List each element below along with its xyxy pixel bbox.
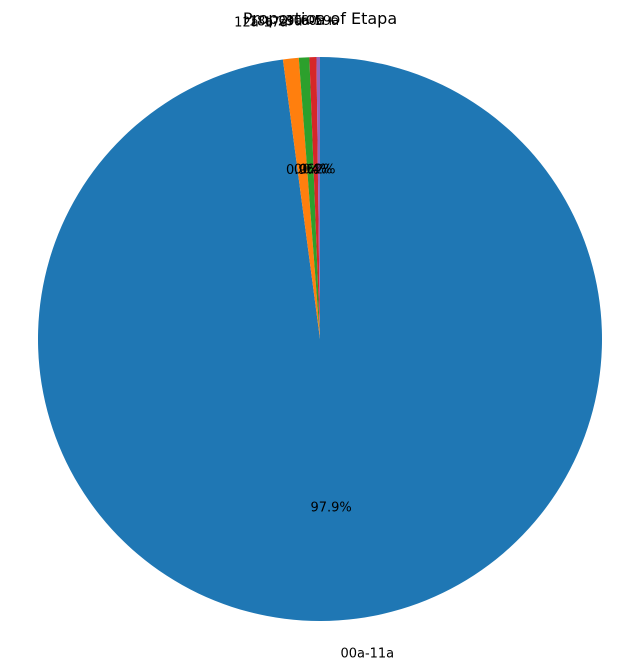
- category-label-18a-29a: 18a-29a: [249, 14, 303, 29]
- percent-label-60a: 0.2%: [302, 162, 335, 177]
- pie-slice-12a-17a: [282, 57, 320, 340]
- percent-label-30a-59a: 0.4%: [299, 162, 332, 177]
- pie-slice-18a-29a: [298, 57, 320, 339]
- pie-slice-00a-11a: [38, 57, 603, 622]
- category-label-12a-17a: 12a-17a: [234, 15, 288, 30]
- category-label-30a-59a: 30a-59a: [285, 14, 339, 29]
- chart-title: Proportion of Etapa: [243, 9, 397, 28]
- category-label-00a-11a: 00a-11a: [340, 646, 394, 661]
- category-label-60a: 60a+: [300, 14, 335, 29]
- percent-label-18a-29a: 0.6%: [294, 163, 327, 178]
- percent-label-12a-17a: 0.9%: [286, 163, 319, 178]
- pie-slice-30a-59a: [309, 57, 320, 339]
- pie-slices: [38, 57, 603, 622]
- pie-slice-60a: [316, 57, 320, 339]
- pie-labels: 00a-11a 97.9% 12a-17a 0.9% 18a-29a 0.6% 30a-59…: [234, 14, 394, 662]
- percent-label-00a-11a: 97.9%: [310, 500, 351, 515]
